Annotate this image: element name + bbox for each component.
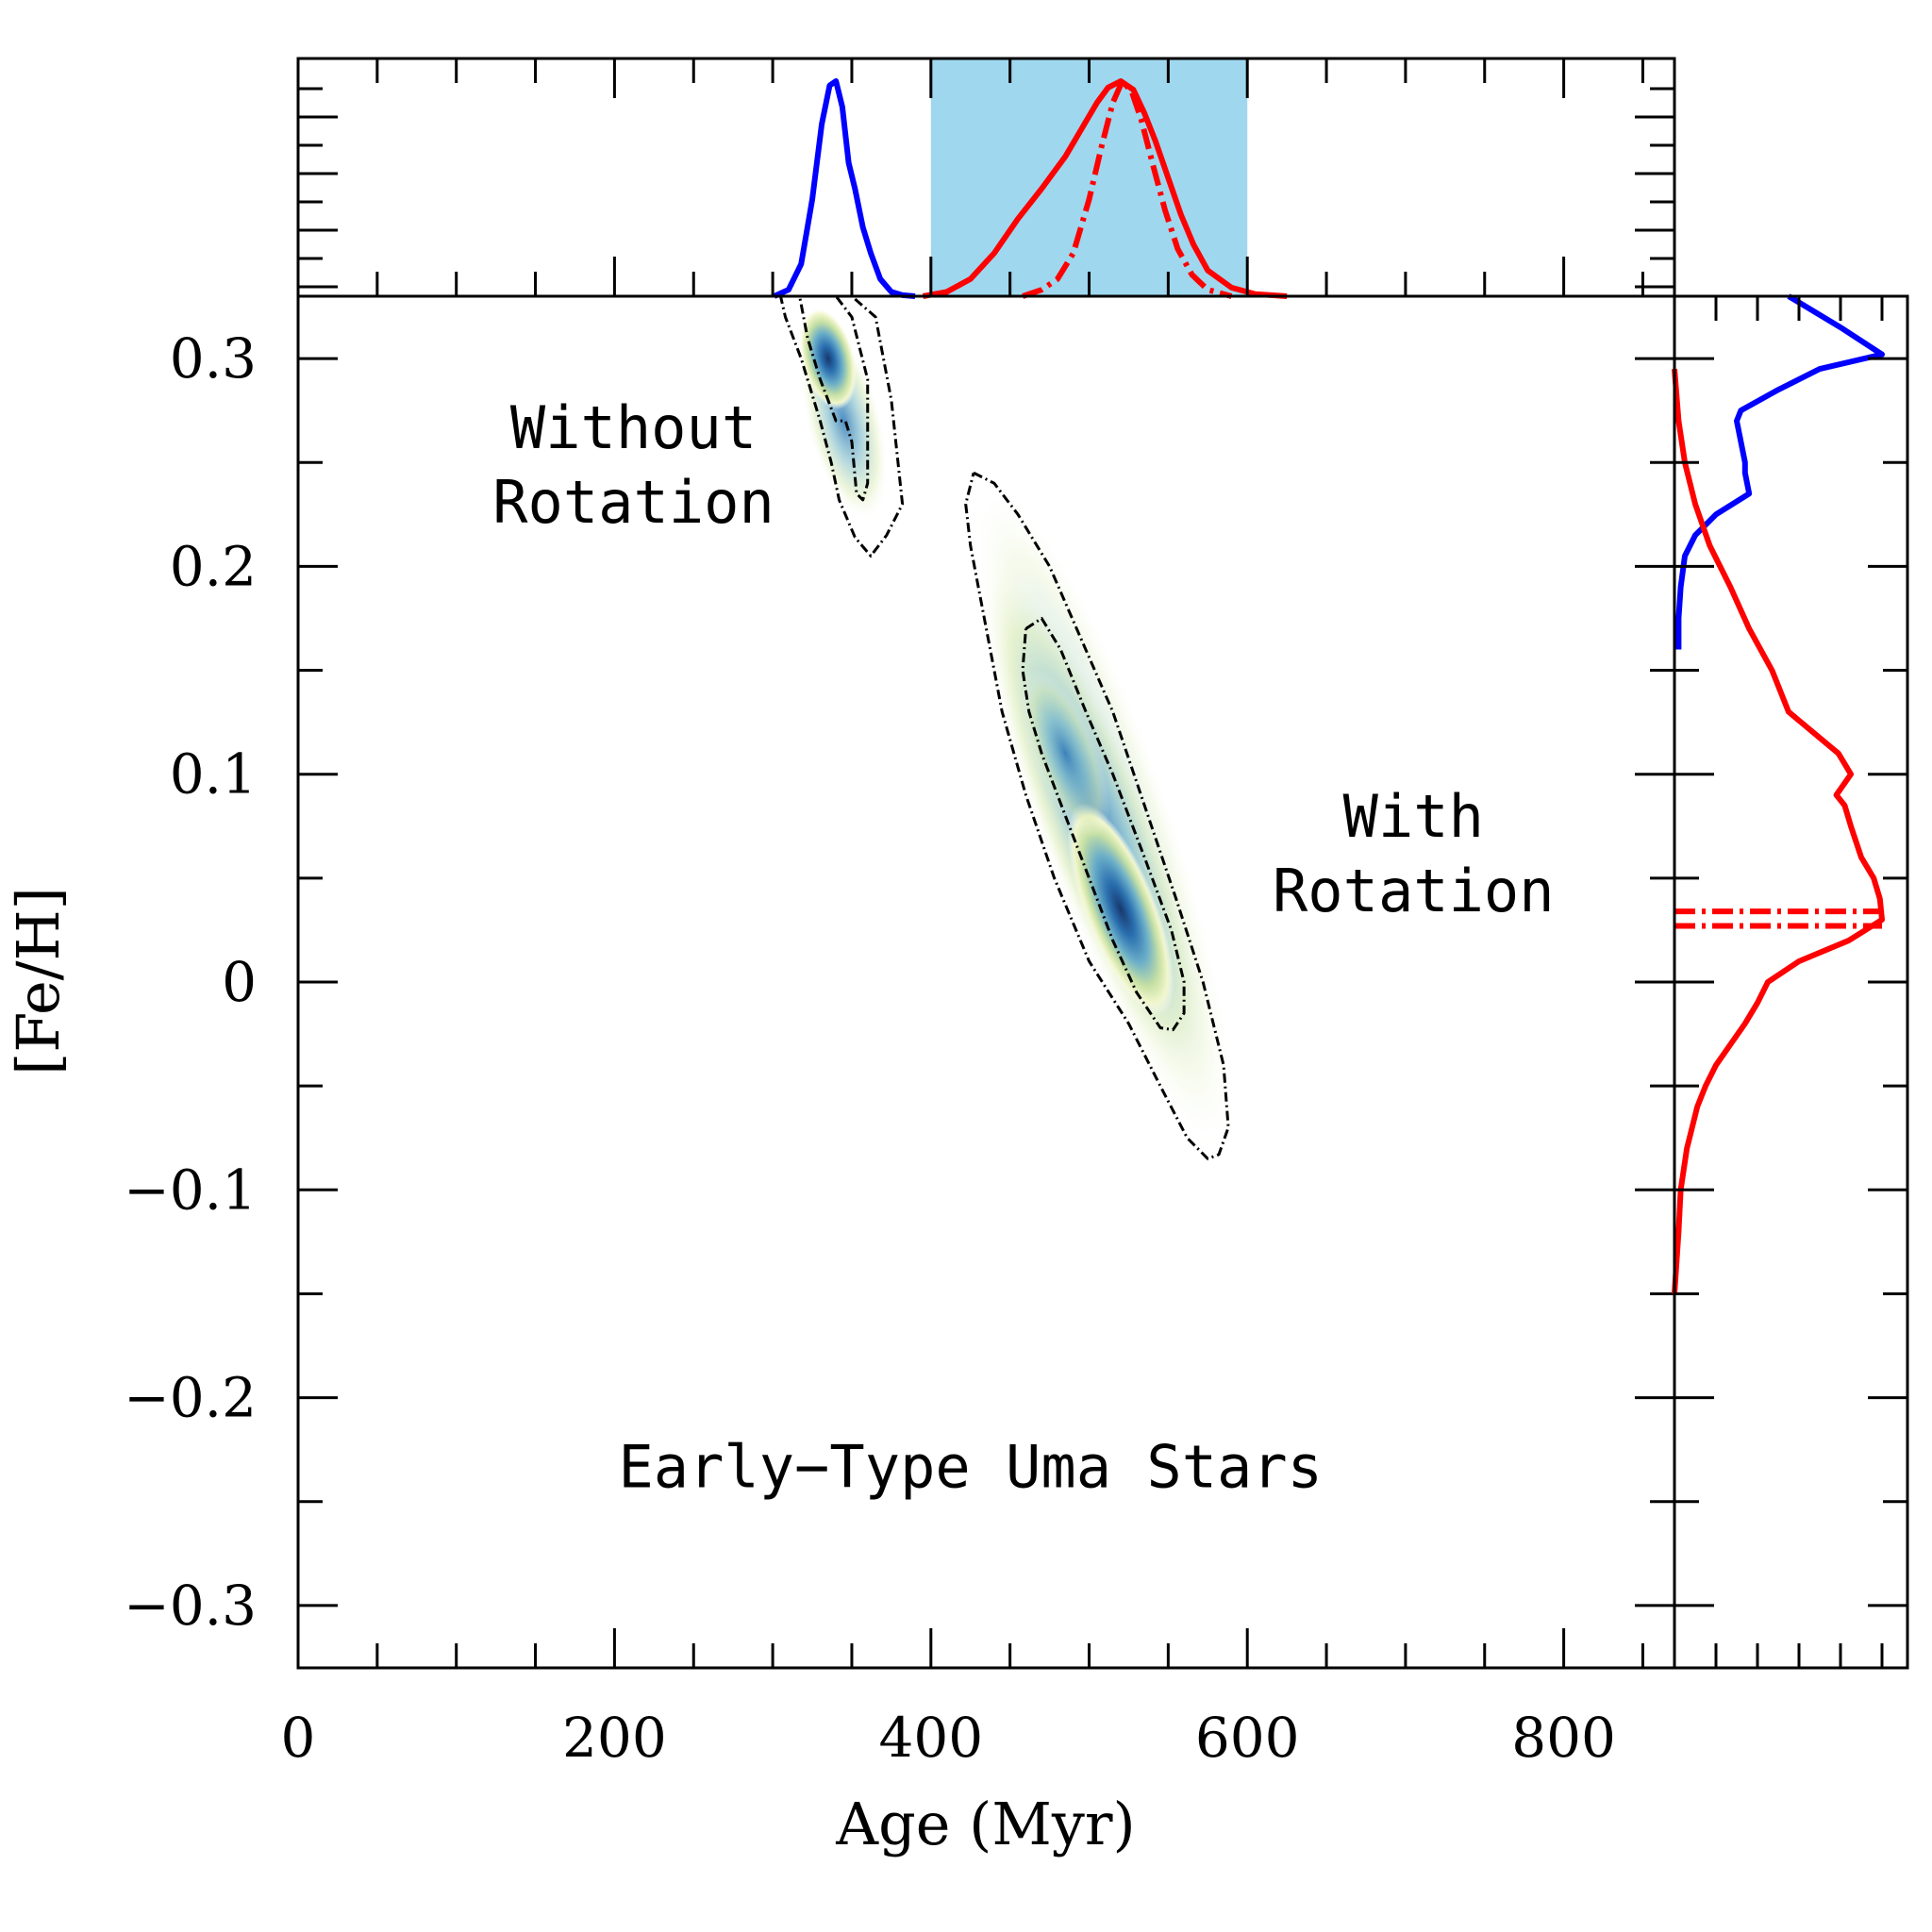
y-tick-labels: 0.3 0.2 0.1 0 −0.1 −0.2 −0.3 bbox=[124, 326, 257, 1638]
annotation-with: With bbox=[1343, 782, 1484, 851]
x-tick-label: 600 bbox=[1195, 1706, 1300, 1770]
feh-marginal-ticks bbox=[1674, 296, 1907, 1668]
annotation-with-rotation: Rotation bbox=[1273, 857, 1555, 925]
age-marginal-line-1 bbox=[922, 78, 1288, 299]
feh-marginal-line-3 bbox=[1675, 293, 1885, 650]
y-tick-label: 0 bbox=[222, 950, 257, 1014]
age-marginal-ticks bbox=[296, 58, 1674, 296]
contour-line-10 bbox=[1021, 616, 1186, 1032]
density-secondary-with-rotation bbox=[1021, 669, 1110, 838]
annotation-sample-name: Early−Type Uma Stars bbox=[618, 1432, 1323, 1501]
y-tick-label: 0.1 bbox=[170, 742, 257, 807]
credible-contours bbox=[779, 296, 1230, 1160]
x-tick-label: 800 bbox=[1511, 1706, 1616, 1770]
feh-marginal-curves bbox=[1672, 293, 1885, 1294]
age-highlight-band bbox=[930, 58, 1248, 296]
density-peak-with-rotation bbox=[1067, 803, 1174, 1016]
contour-line-9 bbox=[964, 471, 1230, 1160]
age-marginal-curves bbox=[773, 78, 1288, 299]
y-tick-label: −0.2 bbox=[124, 1366, 257, 1430]
annotation-without-rotation: Rotation bbox=[492, 468, 774, 537]
contour-line-7 bbox=[779, 296, 905, 558]
age-marginal-line-0 bbox=[773, 78, 916, 299]
y-tick-label: 0.3 bbox=[170, 326, 257, 391]
main-axis-ticks bbox=[296, 357, 1674, 1668]
density-map bbox=[799, 308, 1238, 1156]
feh-marginal-line-4 bbox=[1672, 368, 1885, 1294]
annotation-without: Without bbox=[510, 393, 757, 462]
x-tick-label: 0 bbox=[281, 1706, 316, 1770]
age-marginal-line-2 bbox=[1022, 78, 1233, 299]
y-tick-label: −0.1 bbox=[124, 1158, 257, 1222]
x-tick-labels: 0 200 400 600 800 bbox=[281, 1706, 1616, 1770]
contour-line-8 bbox=[798, 296, 870, 502]
x-axis-label: Age (Myr) bbox=[835, 1790, 1135, 1858]
x-tick-label: 400 bbox=[878, 1706, 983, 1770]
y-tick-label: 0.2 bbox=[170, 534, 257, 598]
y-axis-label: [Fe/H] bbox=[4, 887, 73, 1075]
x-tick-label: 200 bbox=[562, 1706, 667, 1770]
density-peak-without-rotation bbox=[799, 308, 858, 409]
y-tick-label: −0.3 bbox=[124, 1574, 257, 1638]
